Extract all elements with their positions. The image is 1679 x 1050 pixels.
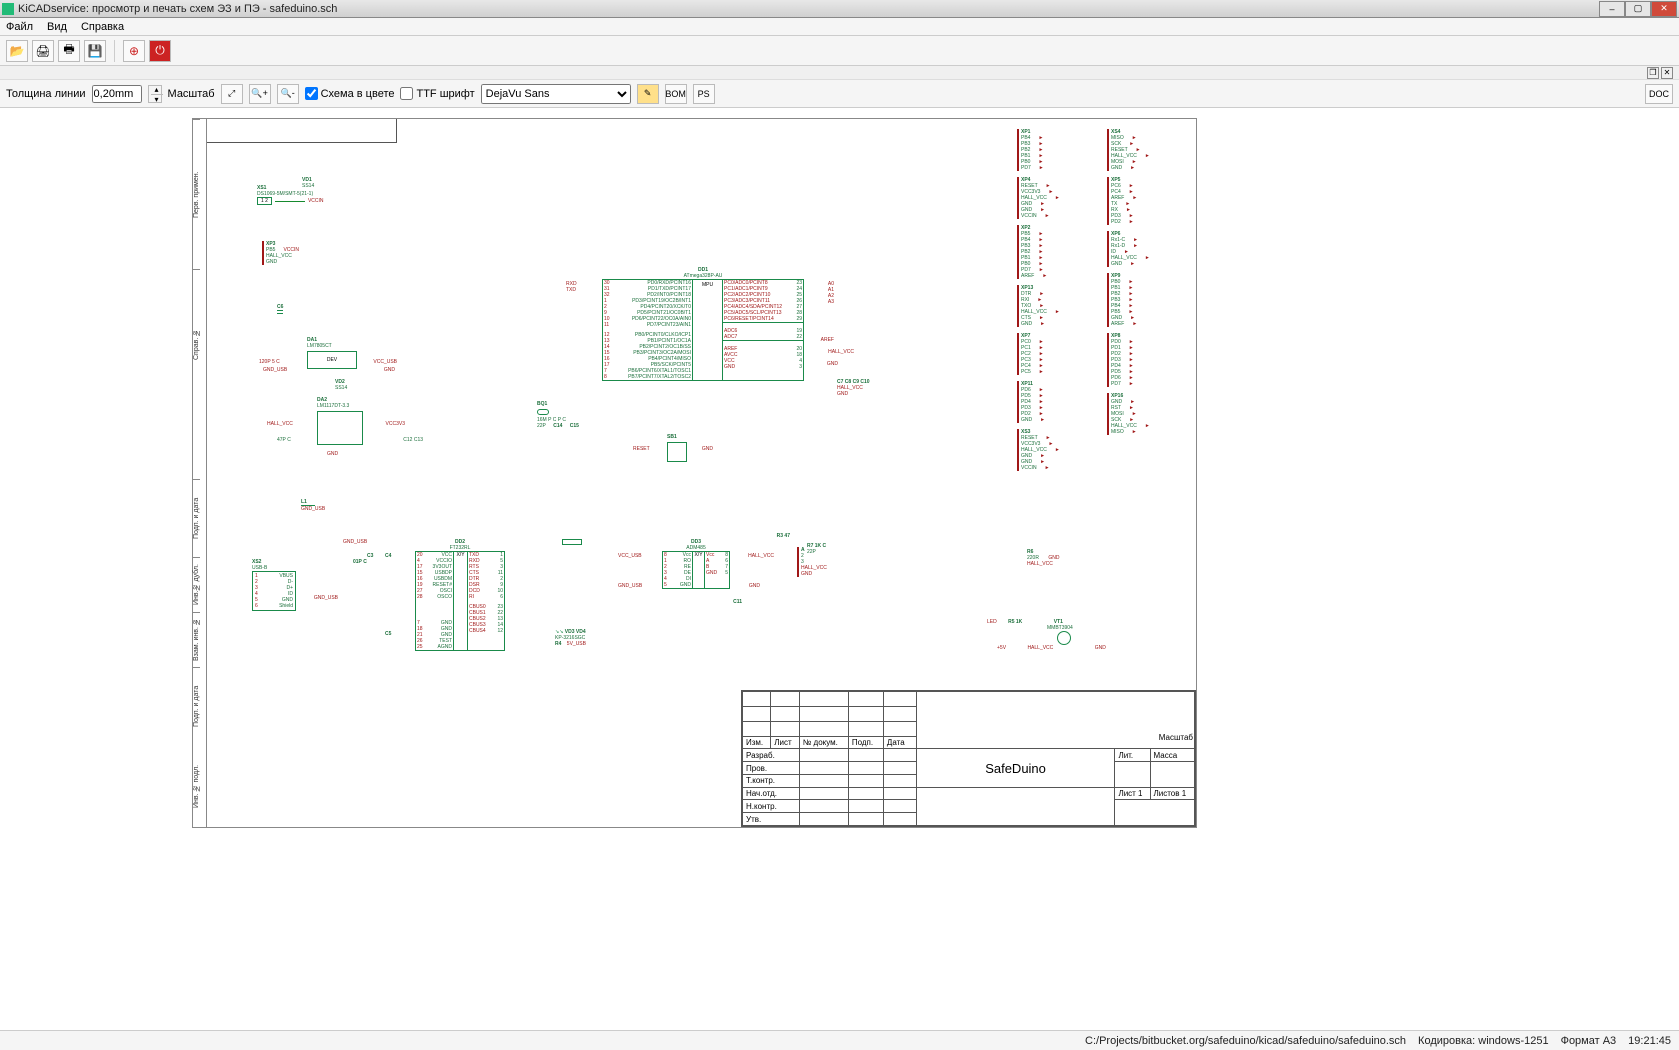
- window-title: KiCADservice: просмотр и печать схем ЭЗ …: [18, 3, 1599, 15]
- strip-podp-data: Подп. и дата: [193, 479, 200, 557]
- conn-xs3: XS3RESET►VCC3V3►HALL_VCC►GND►GND►VCCIN►: [1017, 429, 1087, 471]
- cap-c6: C6: [277, 304, 283, 314]
- main-toolbar: 📂 🖨 🖶 💾 ⊕ ⏻: [0, 36, 1679, 66]
- strip-vzam-inv: Взам. инв. №: [193, 612, 200, 667]
- leds-vd3-vd4: ↘↘ VD3 VD4 KP-3216SGC R4 5V_USB: [555, 629, 586, 647]
- highlight-button[interactable]: ✎: [637, 84, 659, 104]
- print-preview-button[interactable]: 🖨: [32, 40, 54, 62]
- line-width-down[interactable]: ▾: [151, 95, 163, 104]
- conn-xp4: XP4RESET►VCC3V3►HALL_VCC►GND►GND►VCCIN►: [1017, 177, 1087, 219]
- statusbar: C:/Projects/bitbucket.org/safeduino/kica…: [0, 1030, 1679, 1050]
- conn-xp3: XP3 PB5VCCIN HALL_VCC GND: [262, 241, 299, 265]
- save-button[interactable]: 💾: [84, 40, 106, 62]
- schematic-content: XS1 DS1069-5M/SMT-5(21-1) 1 2 VCCIN VD1 …: [207, 119, 1196, 827]
- conn-xp5: XP5PC6►PC4►AREF►TX►RX►PD3►PD2►: [1107, 177, 1177, 225]
- reset-block: SB1 RESET GND: [667, 434, 687, 464]
- mdi-restore-button[interactable]: ❐: [1647, 67, 1659, 79]
- crystal-block: BQ1 16M P С P С 22P C14 C15: [537, 401, 579, 429]
- strip-sprav: Справ. №: [193, 269, 200, 419]
- conn-xp2: XP2PB5►PB4►PB3►PB2►PB1►PB0►PD7►AREF►: [1017, 225, 1087, 279]
- inductor-l1: L1 GND_USB: [301, 499, 325, 512]
- status-encoding: Кодировка: windows-1251: [1418, 1035, 1549, 1047]
- line-width-label: Толщина линии: [6, 88, 86, 100]
- doc-button[interactable]: DOC: [1645, 84, 1673, 104]
- bom-button[interactable]: BOM: [665, 84, 687, 104]
- zoom-out-button[interactable]: 🔍-: [277, 84, 299, 104]
- line-width-up[interactable]: ▴: [151, 86, 163, 95]
- menu-file[interactable]: Файл: [6, 21, 33, 33]
- mdi-close-button[interactable]: ✕: [1661, 67, 1673, 79]
- r6-block: R6 220R GND HALL_VCC: [1027, 549, 1059, 567]
- strip-perv-primen: Перв. примен.: [193, 119, 200, 269]
- close-button[interactable]: ✕: [1651, 1, 1677, 17]
- menu-help[interactable]: Справка: [81, 21, 124, 33]
- line-width-input[interactable]: [92, 85, 142, 103]
- r7-block: R7 1K C 22P: [807, 543, 826, 555]
- conn-xp16: XP16GND►RST►MOSI►SCK►HALL_VCC►MISO►: [1107, 393, 1177, 435]
- conn-xs4: XS4MISO►SCK►RESET►HALL_VCC►MOSI►GND►: [1107, 129, 1177, 171]
- conn-xp6: XP6Rx1-C►Rx1-D►ID►HALL_VCC►GND►: [1107, 231, 1177, 267]
- right-connectors-col2: XS4MISO►SCK►RESET►HALL_VCC►MOSI►GND► XP5P…: [1107, 129, 1177, 441]
- corner-box: [207, 119, 397, 143]
- project-name: SafeDuino: [916, 749, 1115, 787]
- diode-vd2: VD2 SS14: [335, 379, 347, 391]
- ttf-font-checkbox[interactable]: TTF шрифт: [400, 87, 474, 100]
- sheet-frame: Перв. примен. Справ. № Подп. и дата Инв.…: [192, 118, 1197, 828]
- color-scheme-input[interactable]: [305, 87, 318, 100]
- mcu-dd1: DD1 ATmega328P-AU 30PD0/RXD/PCINT16 31PD…: [602, 267, 804, 381]
- rs485-dd3: DD3 ADM485 8Vcc 1RO 2RE 3DE 4DI 5GND X/Y…: [662, 539, 730, 589]
- ps-button[interactable]: PS: [693, 84, 715, 104]
- conn-xp8: XP8PD0►PD1►PD2►PD3►PD4►PD5►PD6►PD7►: [1107, 333, 1177, 387]
- zoom-in-button[interactable]: 🔍+: [249, 84, 271, 104]
- maximize-button[interactable]: ▢: [1625, 1, 1651, 17]
- target-button[interactable]: ⊕: [123, 40, 145, 62]
- strip-inv-dubl: Инв.№ дубл.: [193, 557, 200, 612]
- right-connectors-col1: XP1PB4►PB3►PB2►PB1►PB0►PD7► XP4RESET►VCC3…: [1017, 129, 1087, 477]
- app-icon: [2, 3, 14, 15]
- conn-xp11: XP11PD6►PD5►PD4►PD3►PD2►GND►: [1017, 381, 1087, 423]
- schematic-canvas[interactable]: Перв. примен. Справ. № Подп. и дата Инв.…: [0, 108, 1679, 1030]
- menu-view[interactable]: Вид: [47, 21, 67, 33]
- strip-podp-data2: Подп. и дата: [193, 667, 200, 745]
- regulator-da2: DA2 LM1117DT-3.3 HALL_VCC VCC3V3 GND 47P…: [317, 397, 363, 445]
- options-toolbar: Толщина линии ▴ ▾ Масштаб ⤢ 🔍+ 🔍- Схема …: [0, 80, 1679, 108]
- conn-xp7: XP7PC0►PC1►PC2►PC3►PC4►PC5►: [1017, 333, 1087, 375]
- titlebar: KiCADservice: просмотр и печать схем ЭЗ …: [0, 0, 1679, 18]
- ttf-font-input[interactable]: [400, 87, 413, 100]
- status-format: Формат А3: [1561, 1035, 1617, 1047]
- scale-label: Масштаб: [168, 88, 215, 100]
- title-block: Изм. Лист № докум. Подп. Дата Разраб. Sa…: [741, 690, 1196, 827]
- zoom-fit-button[interactable]: ⤢: [221, 84, 243, 104]
- separator: [114, 40, 115, 62]
- diode-vd1: VD1 SS14: [302, 177, 314, 189]
- decoup-caps: C7 C8 C9 C10 HALL_VCC GND: [837, 379, 870, 397]
- power-button[interactable]: ⏻: [149, 40, 171, 62]
- gost-frame-strip: Перв. примен. Справ. № Подп. и дата Инв.…: [193, 119, 207, 827]
- conn-usb-xs2: XS2 USB-B 1VBUS 2D- 3D+ 4ID 5GND 6Shield…: [252, 559, 296, 611]
- status-time: 19:21:45: [1628, 1035, 1671, 1047]
- window-controls: – ▢ ✕: [1599, 1, 1677, 17]
- printer-button[interactable]: 🖶: [58, 40, 80, 62]
- led-driver: LED R5 1K VT1 MMBT3904 +5V HALL_VCC GND: [987, 619, 1106, 651]
- regulator-da1: DA1 LM7805CT DEV VCC_USB GND 120P 5 C GN…: [307, 337, 357, 369]
- open-button[interactable]: 📂: [6, 40, 28, 62]
- resistor-r3: [562, 539, 582, 545]
- scale-header: Масштаб: [1159, 733, 1193, 742]
- conn-xp9: XP9PB0►PB1►PB2►PB3►PB4►PB5►GND►AREF►: [1107, 273, 1177, 327]
- status-path: C:/Projects/bitbucket.org/safeduino/kica…: [1085, 1035, 1406, 1047]
- strip-inv-podl: Инв. № подл.: [193, 745, 200, 827]
- usb-ic-dd2: DD2 FT232RL 20VCC 4VCCIO 173V3OUT 15USBD…: [415, 539, 505, 651]
- conn-xp13: XP13DTR►RXI►TXO►HALL_VCC►CTS►GND►: [1017, 285, 1087, 327]
- font-select[interactable]: DejaVu Sans: [481, 84, 631, 104]
- minimize-button[interactable]: –: [1599, 1, 1625, 17]
- mdi-controls: ❐ ✕: [0, 66, 1679, 80]
- menubar: Файл Вид Справка: [0, 18, 1679, 36]
- conn-xp1: XP1PB4►PB3►PB2►PB1►PB0►PD7►: [1017, 129, 1087, 171]
- color-scheme-checkbox[interactable]: Схема в цвете: [305, 87, 395, 100]
